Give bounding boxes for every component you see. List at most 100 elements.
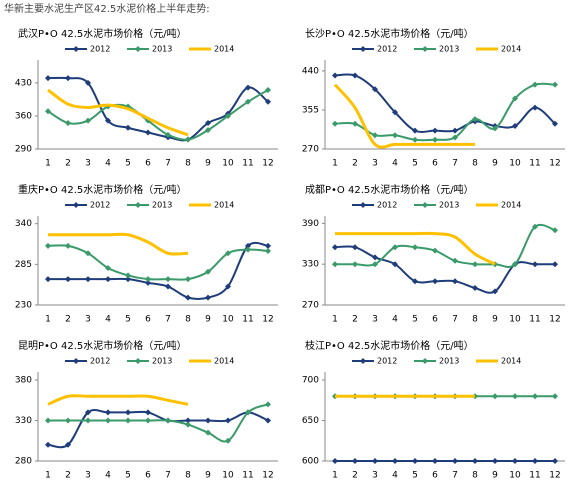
series-line <box>47 232 189 256</box>
x-tick-label: 2 <box>352 471 358 481</box>
legend-label: 2012 <box>90 201 110 210</box>
data-point <box>452 278 458 285</box>
y-tick-label: 270 <box>302 301 319 311</box>
data-point <box>352 458 358 464</box>
data-point <box>185 136 191 143</box>
data-point <box>145 409 151 416</box>
data-point <box>225 250 231 257</box>
data-point <box>45 242 51 249</box>
legend-marker <box>73 358 79 364</box>
data-point <box>125 272 131 279</box>
y-tick-label: 340 <box>15 219 32 229</box>
x-tick-label: 9 <box>205 471 211 481</box>
data-point <box>45 75 51 82</box>
data-point <box>145 276 151 283</box>
x-tick-label: 8 <box>472 315 478 325</box>
x-tick-label: 8 <box>185 471 191 481</box>
chart-title: 长沙P•O 42.5水泥市场价格（元/吨） <box>305 27 474 40</box>
legend-marker <box>360 358 366 364</box>
x-tick-label: 3 <box>85 471 91 481</box>
series-line <box>47 89 269 141</box>
legend-marker <box>422 46 428 52</box>
x-tick-label: 8 <box>472 159 478 169</box>
y-tick-label: 285 <box>15 260 32 270</box>
data-point <box>165 417 171 424</box>
data-point <box>105 409 111 416</box>
x-tick-label: 9 <box>205 159 211 169</box>
x-tick-label: 10 <box>222 315 234 325</box>
x-tick-label: 1 <box>332 159 338 169</box>
legend-label: 2013 <box>439 201 459 210</box>
data-point <box>352 120 358 127</box>
legend-marker <box>135 202 141 208</box>
x-tick-label: 6 <box>432 471 438 481</box>
data-point <box>65 242 71 249</box>
x-tick-label: 3 <box>372 315 378 325</box>
data-point <box>125 124 131 131</box>
data-point <box>472 261 478 268</box>
data-point <box>265 86 271 93</box>
data-point <box>412 458 418 464</box>
legend-marker <box>422 202 428 208</box>
x-tick-label: 3 <box>85 159 91 169</box>
x-tick-label: 12 <box>549 471 560 481</box>
y-tick-label: 330 <box>302 260 319 270</box>
data-point <box>85 276 91 283</box>
x-tick-label: 6 <box>432 159 438 169</box>
data-point <box>205 294 211 301</box>
x-tick-label: 11 <box>529 315 540 325</box>
data-point <box>532 261 538 268</box>
data-point <box>165 276 171 283</box>
data-point <box>472 116 478 123</box>
x-tick-label: 7 <box>165 471 171 481</box>
data-point <box>552 120 558 127</box>
x-tick-label: 7 <box>165 159 171 169</box>
data-point <box>205 268 211 275</box>
legend-marker <box>135 358 141 364</box>
chart-title: 成都P•O 42.5水泥市场价格（元/吨） <box>305 183 474 196</box>
series-line <box>47 394 189 406</box>
data-point <box>432 278 438 285</box>
data-point <box>245 246 251 253</box>
data-point <box>552 393 558 400</box>
x-tick-label: 9 <box>492 471 498 481</box>
data-point <box>332 120 338 127</box>
series-line <box>333 83 475 149</box>
x-tick-label: 2 <box>65 159 71 169</box>
page-title: 华新主要水泥生产区42.5水泥价格上半年走势: <box>4 2 210 15</box>
legend-label: 2013 <box>152 45 172 54</box>
data-point <box>412 244 418 251</box>
data-point <box>392 261 398 268</box>
x-tick-label: 11 <box>529 159 540 169</box>
data-point <box>532 81 538 88</box>
data-point <box>332 72 338 79</box>
legend-label: 2013 <box>439 357 459 366</box>
y-tick-label: 270 <box>302 145 319 155</box>
data-point <box>512 123 518 130</box>
data-point <box>512 393 518 400</box>
data-point <box>452 127 458 134</box>
legend-marker <box>422 358 428 364</box>
x-tick-label: 11 <box>529 471 540 481</box>
x-tick-label: 4 <box>105 471 111 481</box>
data-point <box>552 261 558 268</box>
data-point <box>265 248 271 255</box>
x-tick-label: 11 <box>242 159 253 169</box>
data-point <box>432 136 438 143</box>
data-point <box>85 79 91 86</box>
x-tick-label: 11 <box>242 315 253 325</box>
legend-label: 2014 <box>501 357 521 366</box>
x-tick-label: 1 <box>45 159 51 169</box>
data-point <box>145 279 151 286</box>
data-point <box>532 223 538 230</box>
x-tick-label: 6 <box>145 159 151 169</box>
data-point <box>85 117 91 124</box>
x-tick-label: 5 <box>125 315 131 325</box>
x-tick-label: 4 <box>105 315 111 325</box>
data-point <box>205 429 211 436</box>
x-tick-label: 12 <box>549 315 560 325</box>
x-tick-label: 1 <box>332 471 338 481</box>
y-tick-label: 440 <box>302 66 319 76</box>
x-tick-label: 7 <box>452 159 458 169</box>
